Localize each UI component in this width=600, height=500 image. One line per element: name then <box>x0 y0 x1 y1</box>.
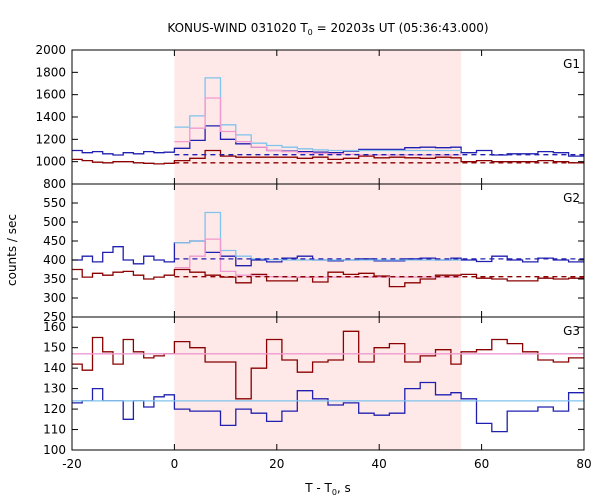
y-tick-label: 400 <box>43 253 66 267</box>
y-tick-label: 500 <box>43 215 66 229</box>
chart-title: KONUS-WIND 031020 T0 = 20203s UT (05:36:… <box>167 21 488 37</box>
x-tick-label: 20 <box>269 457 284 471</box>
y-tick-label: 120 <box>43 402 66 416</box>
chart-title-rest: = 20203s UT (05:36:43.000) <box>313 21 489 35</box>
panel-label: G3 <box>563 324 580 338</box>
y-tick-label: 160 <box>43 320 66 334</box>
x-tick-label: 60 <box>474 457 489 471</box>
shaded-interval <box>174 50 462 184</box>
panel-frame <box>71 316 585 451</box>
chart-panels: 800100012001400160018002000G125030035040… <box>35 43 591 471</box>
series-blue-step-g2 <box>72 240 584 267</box>
x-axis-label-main: T - T <box>304 481 332 495</box>
y-tick-label: 130 <box>43 382 66 396</box>
x-tick-label: -20 <box>62 457 82 471</box>
y-tick-label: 140 <box>43 361 66 375</box>
panel-g3: 100 110 120 130 140 150 160 G3 -20 0 20 40 60 80 <box>43 316 592 471</box>
shaded-interval <box>174 184 462 317</box>
x-tick-label: 0 <box>171 457 179 471</box>
panel-g2: 250 300 350 400 450 500 550 G2 <box>43 183 585 324</box>
x-tick-label: 80 <box>576 457 591 471</box>
y-tick-label: 300 <box>43 291 66 305</box>
panel-label: G1 <box>563 57 580 71</box>
panel-g1: 800 1000 1200 1400 1600 1800 2000 G1 <box>35 43 585 191</box>
y-tick-label: 150 <box>43 341 66 355</box>
series-light-blue-step-g2 <box>174 211 462 261</box>
y-tick-label: 2000 <box>35 43 66 57</box>
x-axis-label-subscript: 0 <box>332 488 337 497</box>
series-pink-step-g1 <box>174 97 462 156</box>
y-tick-label: 350 <box>43 272 66 286</box>
y-tick-label: 250 <box>43 310 66 324</box>
chart-title-subscript: 0 <box>308 28 313 37</box>
y-axis-label: counts / sec <box>5 214 19 286</box>
y-tick-label: 1400 <box>35 110 66 124</box>
x-axis-label: T - T0, s <box>304 481 351 497</box>
y-tick-label: 1200 <box>35 132 66 146</box>
y-tick-label: 1600 <box>35 88 66 102</box>
y-tick-label: 800 <box>43 177 66 191</box>
y-tick-label: 450 <box>43 234 66 248</box>
y-tick-label: 100 <box>43 443 66 457</box>
y-tick-label: 550 <box>43 196 66 210</box>
series-red-step-g3 <box>72 330 584 400</box>
series-light-blue-step-g1 <box>174 77 462 152</box>
y-tick-label: 110 <box>43 423 66 437</box>
x-axis-label-rest: , s <box>337 481 351 495</box>
chart-title-main: KONUS-WIND 031020 T <box>167 21 308 35</box>
shaded-interval <box>174 317 462 450</box>
x-tick-label: 40 <box>372 457 387 471</box>
panel-label: G2 <box>563 191 580 205</box>
y-tick-label: 1800 <box>35 65 66 79</box>
y-tick-label: 1000 <box>35 155 66 169</box>
series-red-step-g1 <box>72 149 584 165</box>
